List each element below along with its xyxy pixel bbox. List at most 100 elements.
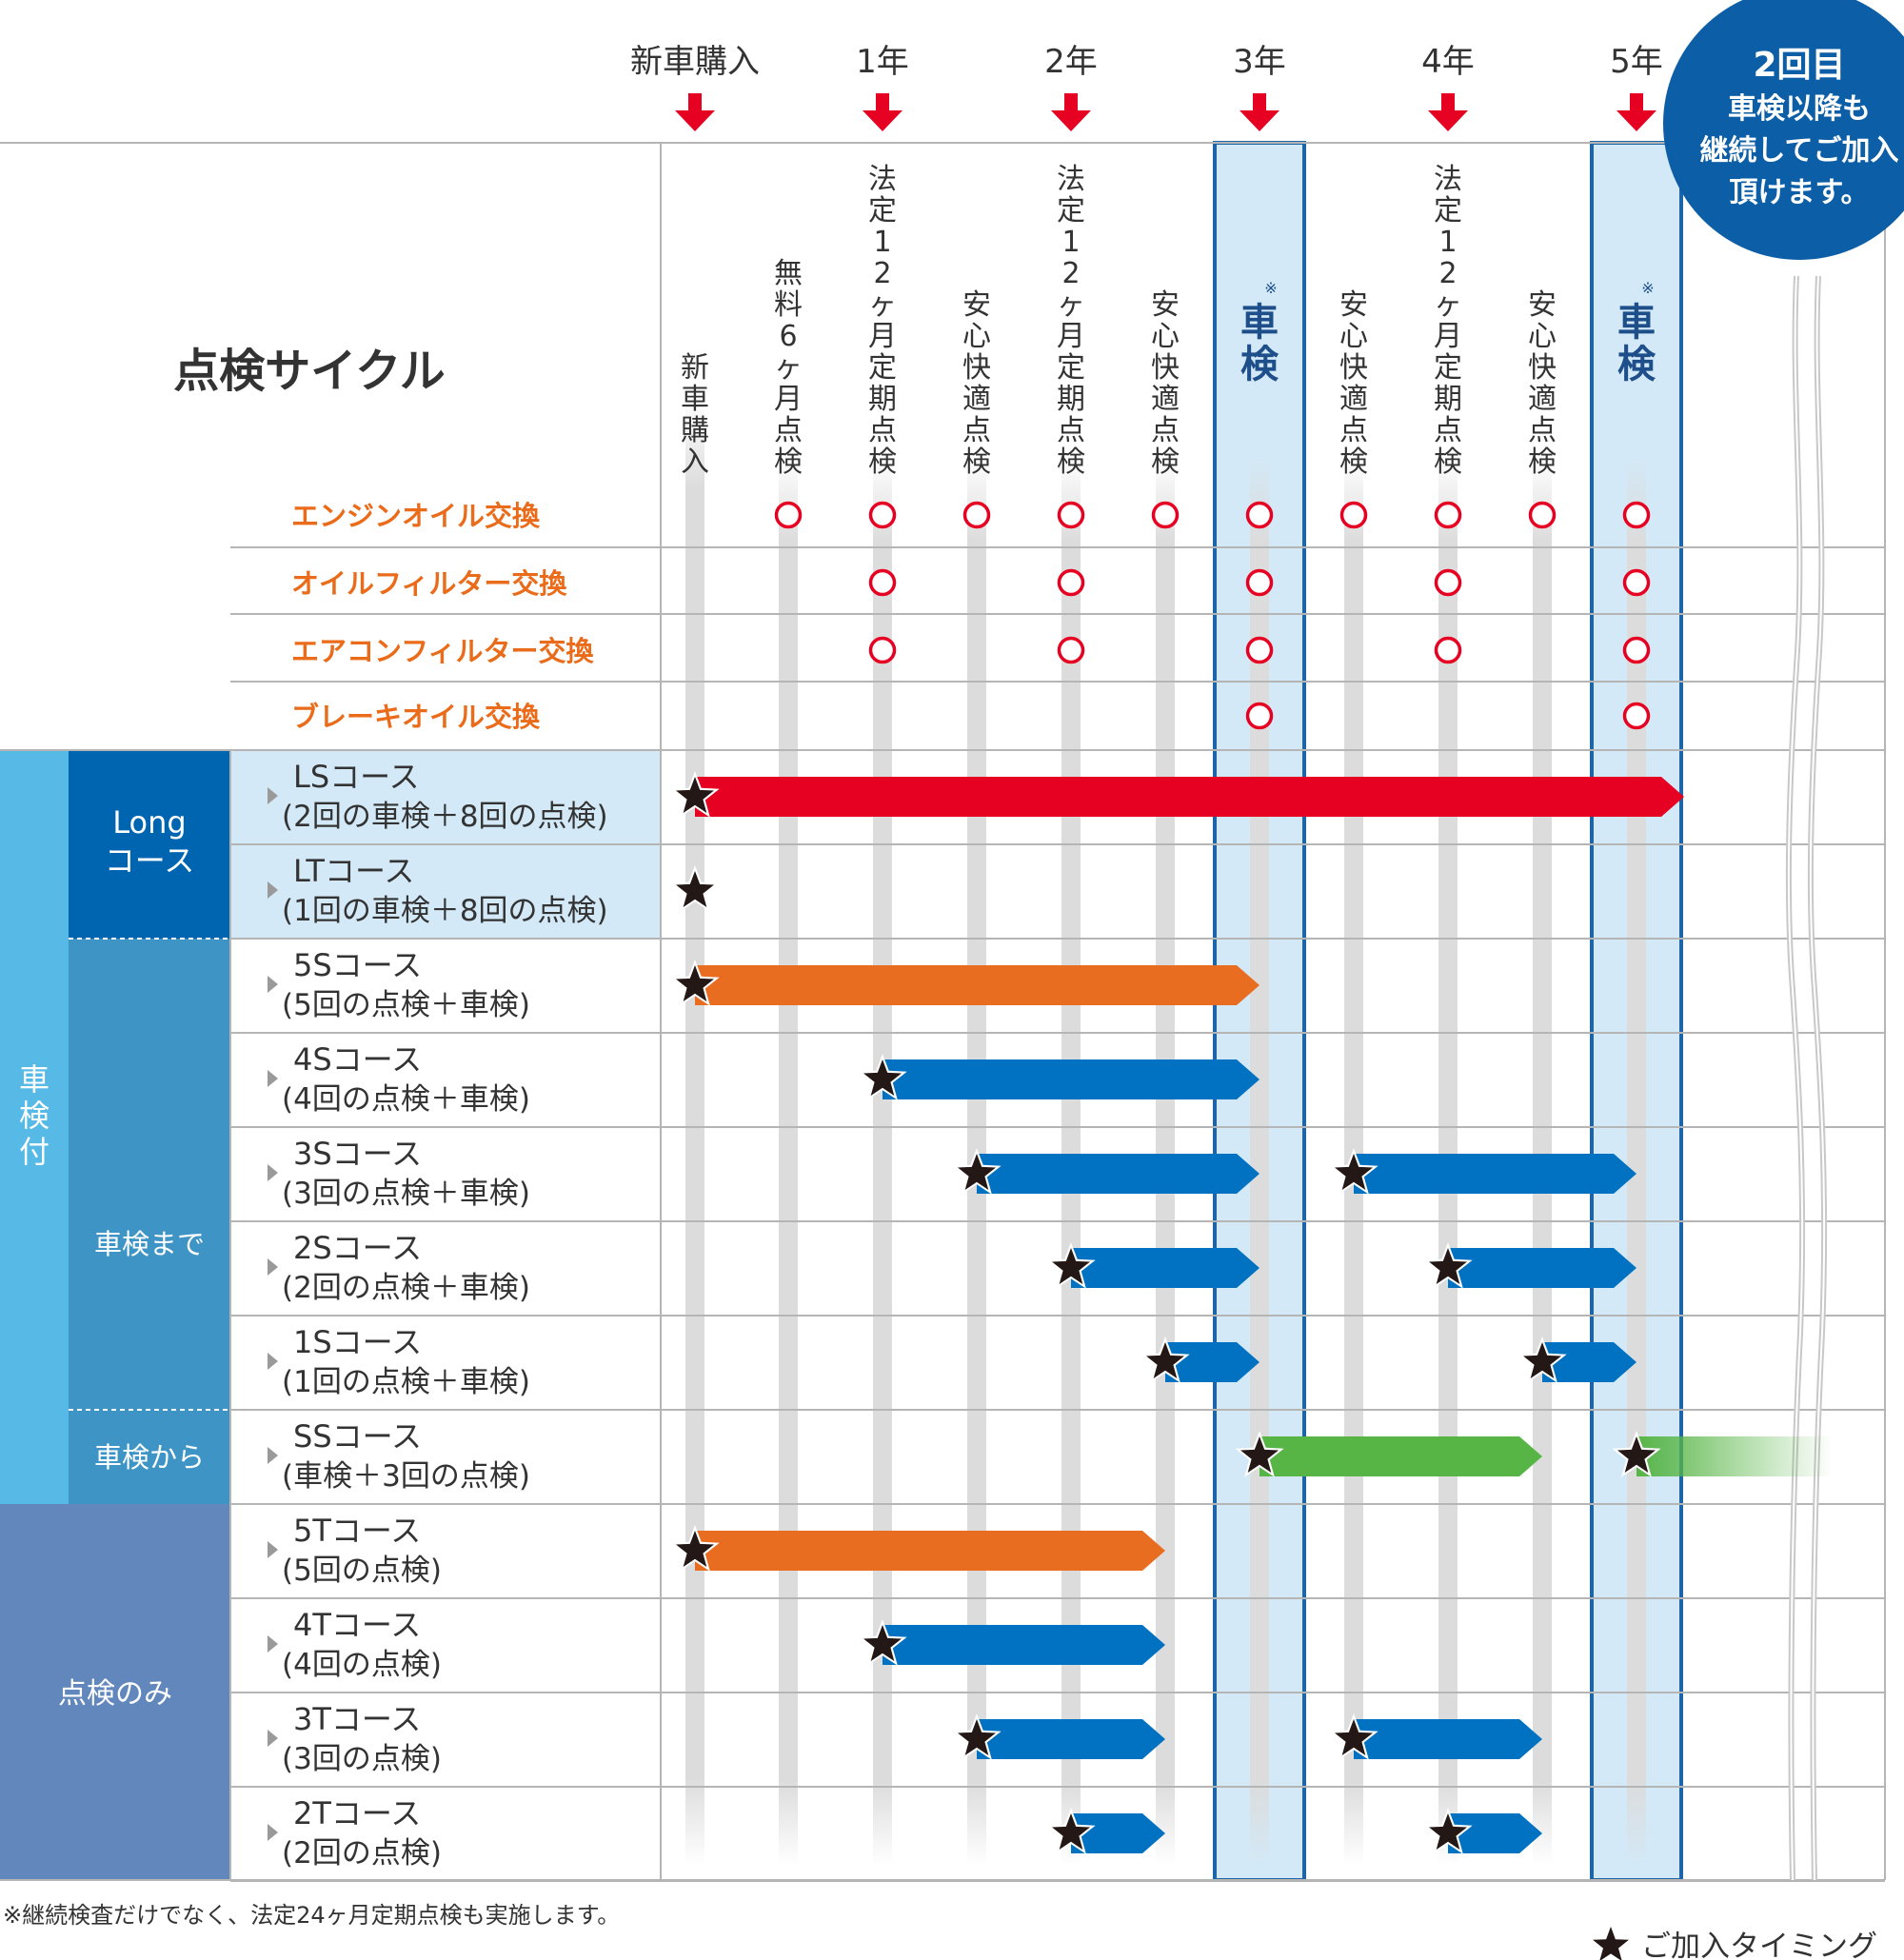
chevron-right-icon: [268, 1541, 278, 1558]
timeline-label: 2年: [1044, 43, 1098, 81]
inspection-label: 法定 1 2 ヶ月定期点検: [1434, 163, 1462, 479]
maintenance-circle: [868, 636, 897, 664]
kome-mark: ※: [1264, 279, 1277, 297]
join-star-icon: [676, 871, 714, 907]
group-label: 車検付: [19, 1061, 50, 1170]
maintenance-circle: [1622, 568, 1651, 597]
kome-mark: ※: [1641, 279, 1654, 297]
join-star-icon: [863, 1059, 902, 1096]
maintenance-circle: [1245, 702, 1274, 730]
chevron-right-icon: [268, 1730, 278, 1747]
join-star-icon: [1429, 1248, 1467, 1284]
inspection-label: 新車購入: [681, 351, 709, 479]
group-block-shaken: [0, 750, 69, 1504]
course-desc: (車検＋3回の点検): [282, 1459, 530, 1494]
inspection-column-band: [1627, 457, 1646, 1866]
course-name: 1Sコース: [293, 1324, 422, 1360]
maintenance-circle: [774, 501, 803, 529]
maintenance-circle: [1245, 568, 1274, 597]
maintenance-circle: [962, 501, 991, 529]
course-name: 3Tコース: [293, 1701, 421, 1737]
break-line: [1809, 275, 1826, 1881]
course-label-highlight: [230, 844, 661, 939]
maintenance-circle: [868, 501, 897, 529]
course-bar: [1354, 1154, 1636, 1194]
course-bar: [1636, 1436, 1833, 1476]
subgroup-block-from-shaken: [69, 1410, 230, 1504]
join-star-icon: [958, 1154, 996, 1190]
course-desc: (1回の点検＋車検): [282, 1365, 530, 1399]
maintenance-circle: [1339, 501, 1368, 529]
subgroup-block-long: [69, 750, 230, 939]
group-label: 点検のみ: [58, 1677, 172, 1711]
inspection-label: 安心快適点検: [1151, 288, 1180, 479]
chevron-right-icon: [268, 1258, 278, 1276]
join-star-icon: [1429, 1813, 1467, 1850]
course-bar: [883, 1059, 1259, 1099]
maintenance-label: エンジンオイル交換: [291, 500, 541, 532]
subgroup-label: 車検まで: [94, 1228, 205, 1260]
join-star-icon: [1335, 1719, 1373, 1755]
course-desc: (4回の点検): [282, 1648, 442, 1682]
maintenance-label: オイルフィルター交換: [291, 567, 567, 600]
legend-label: ご加入タイミング: [1641, 1930, 1877, 1960]
subgroup-block-until-shaken: [69, 939, 230, 1410]
bubble-line: 頂けます。: [1730, 176, 1870, 209]
course-name: 4Tコース: [293, 1607, 421, 1643]
course-desc: (3回の点検＋車検): [282, 1177, 530, 1211]
cycle-title: 点検サイクル: [173, 345, 446, 398]
break-line: [1787, 275, 1804, 1881]
chevron-right-icon: [268, 1353, 278, 1370]
maintenance-circle: [1622, 501, 1651, 529]
join-star-icon: [1240, 1436, 1279, 1473]
course-desc: (1回の車検＋8回の点検): [282, 894, 608, 928]
maintenance-circle: [1151, 501, 1180, 529]
down-arrow-icon: [1428, 93, 1468, 131]
maintenance-label: ブレーキオイル交換: [291, 701, 541, 733]
bubble-line: 2回目: [1753, 46, 1845, 85]
group-block-inspection-only: [0, 1504, 230, 1881]
maintenance-label: エアコンフィルター交換: [291, 635, 595, 667]
course-desc: (5回の点検): [282, 1554, 442, 1588]
course-desc: (3回の点検): [282, 1742, 442, 1776]
timeline-label: 3年: [1233, 43, 1286, 81]
chevron-right-icon: [268, 787, 278, 804]
course-bar: [1542, 1342, 1636, 1382]
note-bubble: [1663, 0, 1904, 260]
maintenance-circle: [1057, 568, 1085, 597]
course-bar: [883, 1625, 1165, 1665]
subgroup-label: 車検から: [94, 1441, 205, 1474]
course-bar: [1071, 1813, 1165, 1853]
course-bar: [1448, 1813, 1542, 1853]
course-bar: [695, 1531, 1165, 1571]
join-star-icon: [958, 1719, 996, 1755]
course-name: 2Sコース: [293, 1230, 422, 1266]
maintenance-circle: [1622, 702, 1651, 730]
chevron-right-icon: [268, 1824, 278, 1841]
inspection-label: 安心快適点検: [1528, 288, 1557, 479]
course-bar: [695, 965, 1259, 1005]
join-star-icon: [1146, 1342, 1184, 1378]
course-name: SSコース: [293, 1418, 422, 1455]
down-arrow-icon: [1240, 93, 1279, 131]
bubble-line: 継続してご加入: [1699, 134, 1898, 168]
course-bar: [977, 1719, 1165, 1759]
maintenance-circle: [1057, 501, 1085, 529]
maintenance-circle: [868, 568, 897, 597]
chevron-right-icon: [268, 1447, 278, 1464]
course-bar: [1165, 1342, 1259, 1382]
maintenance-circle: [1434, 501, 1462, 529]
chevron-right-icon: [268, 1164, 278, 1181]
course-name: 3Sコース: [293, 1136, 422, 1172]
inspection-column-band: [685, 400, 704, 1866]
join-star-icon: [1052, 1248, 1090, 1284]
footnote: ※継続検査だけでなく、法定24ヶ月定期点検も実施します。: [3, 1902, 620, 1929]
inspection-label: 法定 1 2 ヶ月定期点検: [868, 163, 897, 479]
course-name: 5Sコース: [293, 947, 422, 983]
inspection-label: 安心快適点検: [1339, 288, 1368, 479]
course-bar: [695, 777, 1684, 817]
inspection-label: 安心快適点検: [962, 288, 991, 479]
inspection-label: 車検: [1240, 301, 1279, 386]
join-star-icon: [676, 777, 714, 813]
inspection-label: 車検: [1617, 301, 1656, 386]
